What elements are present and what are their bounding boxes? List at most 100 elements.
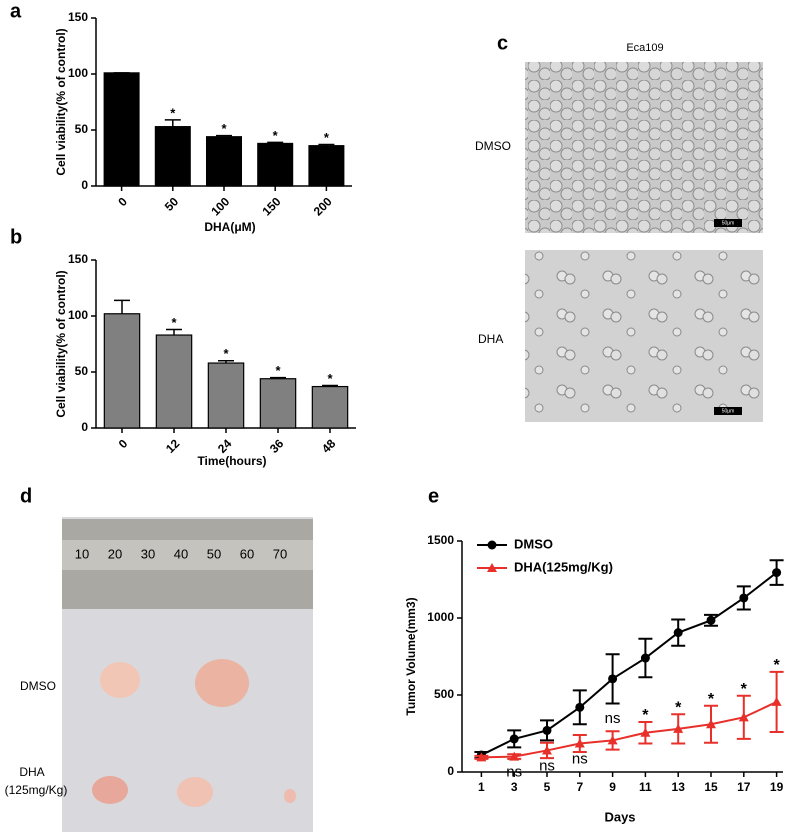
y-tick-label: 100 [68, 308, 88, 322]
bar [155, 334, 193, 429]
y-tick-label: 1500 [427, 533, 454, 547]
y-tick-label: 0 [81, 178, 88, 192]
error-bar [164, 119, 181, 127]
row-label: DHA [19, 765, 44, 779]
x-tick-label: 19 [770, 780, 784, 794]
annotation: * [327, 371, 333, 386]
tumor [195, 659, 249, 707]
legend-marker [487, 563, 497, 572]
bar [257, 142, 294, 187]
point [772, 568, 782, 578]
annotation: * [642, 707, 649, 724]
x-tick-label: 17 [737, 780, 751, 794]
point [673, 628, 683, 638]
error-bar [216, 134, 232, 137]
x-tick-label: 36 [267, 436, 287, 456]
y-tick-label: 500 [434, 687, 454, 701]
x-axis-label: Time(hours) [197, 454, 266, 468]
point [509, 734, 519, 744]
annotation: ns [605, 710, 621, 727]
x-tick-label: 48 [319, 436, 339, 456]
point [509, 751, 520, 761]
point [640, 653, 650, 663]
annotation: * [170, 105, 176, 120]
annotation: ns [572, 750, 588, 767]
point [771, 696, 782, 706]
ruler-label: 20 [108, 546, 122, 561]
annotation: ns [506, 764, 522, 781]
ruler-scale [62, 540, 313, 570]
y-tick-label: 150 [68, 10, 88, 24]
point [607, 735, 618, 745]
tumor [100, 662, 140, 698]
ruler-label: 10 [75, 546, 89, 561]
x-tick-label: 0 [115, 194, 130, 209]
point [575, 702, 585, 712]
point [640, 727, 651, 737]
point [739, 593, 749, 603]
x-tick-label: 24 [215, 436, 235, 456]
y-tick-label: 100 [68, 66, 88, 80]
micrograph [525, 62, 763, 233]
annotation: * [221, 121, 227, 136]
row-label: DMSO [475, 139, 511, 153]
y-tick-label: 50 [75, 122, 89, 136]
annotation: * [223, 346, 229, 361]
error-bar [267, 141, 284, 144]
x-tick-label: 12 [163, 436, 183, 456]
x-tick-label: 5 [544, 780, 551, 794]
bar [205, 136, 243, 187]
y-tick-label: 1000 [427, 610, 454, 624]
ruler-labels: 10 20 30 40 50 60 70 [75, 546, 287, 561]
legend-marker [487, 540, 497, 550]
bar [103, 72, 140, 187]
bar [207, 362, 245, 429]
tumor [177, 777, 213, 807]
ruler-label: 40 [174, 546, 188, 561]
scale-bar-label: 50μm [722, 220, 735, 226]
scale-bar [714, 219, 742, 227]
point [706, 615, 716, 625]
panel-label: c [497, 32, 508, 54]
error-bar [218, 360, 234, 364]
x-tick-label: 7 [576, 780, 583, 794]
x-tick-label: 1 [478, 780, 485, 794]
bar [259, 378, 297, 429]
x-tick-label: 50 [162, 194, 182, 214]
ruler-label: 50 [207, 546, 221, 561]
point [673, 723, 684, 733]
bar [308, 145, 345, 187]
x-axis-label: DHA(μM) [204, 220, 255, 234]
x-tick-label: 13 [672, 780, 686, 794]
annotation: ns [539, 757, 555, 774]
row-label: (125mg/Kg) [5, 783, 68, 797]
bar [154, 126, 191, 187]
scale-bar-label: 50μm [722, 408, 735, 414]
panel-label: d [20, 485, 32, 507]
point [706, 719, 716, 729]
point [738, 712, 749, 722]
scale-bar [714, 407, 742, 415]
x-tick-label: 200 [311, 194, 335, 218]
error-bar [322, 384, 338, 387]
point [608, 674, 618, 684]
annotation: * [675, 699, 682, 716]
legend-label: DHA(125mg/Kg) [514, 559, 613, 574]
x-axis-label: Days [604, 809, 635, 824]
annotation: * [275, 363, 281, 378]
error-bar [114, 299, 130, 314]
series-line [481, 701, 778, 759]
y-axis-label: Tumor Volume(mm3) [404, 597, 418, 715]
error-bar [166, 328, 182, 336]
panel-label: b [10, 226, 22, 248]
x-tick-label: 150 [260, 194, 284, 218]
y-axis-label: Cell viability(% of control) [54, 270, 68, 417]
error-bar [318, 143, 335, 146]
annotation: * [171, 315, 177, 330]
point [542, 745, 552, 755]
annotation: * [324, 130, 330, 145]
annotation: * [773, 657, 780, 674]
error-bar [270, 376, 286, 379]
panel-title: Eca109 [626, 42, 663, 54]
